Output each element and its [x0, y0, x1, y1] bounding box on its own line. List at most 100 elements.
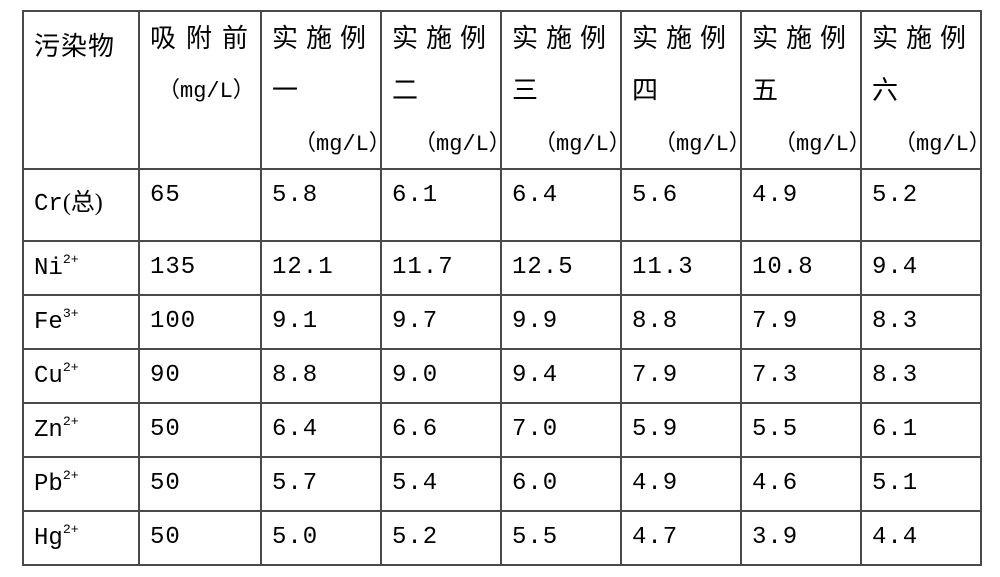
- cell-value: 4.7: [621, 511, 741, 565]
- cell-value: 4.4: [861, 511, 981, 565]
- cell-value: 12.1: [261, 241, 381, 295]
- header-unit: （mg/L）: [872, 125, 980, 157]
- table-row: Pb2+ 50 5.7 5.4 6.0 4.9 4.6 5.1: [23, 457, 981, 511]
- table-row: Ni2+ 135 12.1 11.7 12.5 11.3 10.8 9.4: [23, 241, 981, 295]
- table-row: Cr(总) 65 5.8 6.1 6.4 5.6 4.9 5.2: [23, 169, 981, 241]
- col-header-ex2: 实施例 二 （mg/L）: [381, 11, 501, 169]
- cell-value: 7.9: [621, 349, 741, 403]
- cell-value: 8.3: [861, 349, 981, 403]
- cell-value: 5.0: [261, 511, 381, 565]
- cell-value: 5.5: [501, 511, 621, 565]
- col-header-before: 吸附前 （mg/L）: [139, 11, 261, 169]
- cell-value: 5.6: [621, 169, 741, 241]
- cell-value: 6.4: [261, 403, 381, 457]
- header-unit: （mg/L）: [752, 125, 860, 157]
- header-text: 实施例: [512, 26, 620, 52]
- chem-symbol: Ni: [34, 255, 63, 282]
- chem-sup: 2+: [63, 468, 79, 483]
- header-unit: （mg/L）: [512, 125, 620, 157]
- header-mid: 三: [512, 70, 620, 107]
- cell-value: 135: [139, 241, 261, 295]
- table-row: Zn2+ 50 6.4 6.6 7.0 5.9 5.5 6.1: [23, 403, 981, 457]
- header-unit: （mg/L）: [272, 125, 380, 157]
- header-mid: 二: [392, 70, 500, 107]
- cell-value: 12.5: [501, 241, 621, 295]
- row-label: Cu2+: [23, 349, 139, 403]
- header-text: 实施例: [872, 26, 980, 52]
- cell-value: 5.4: [381, 457, 501, 511]
- table-row: Cu2+ 90 8.8 9.0 9.4 7.9 7.3 8.3: [23, 349, 981, 403]
- chem-symbol: Zn: [34, 417, 63, 444]
- chem-sup: 2+: [63, 252, 79, 267]
- table-header-row: 污染物 吸附前 （mg/L） 实施例 一 （mg/L） 实施例 二 （mg/L）…: [23, 11, 981, 169]
- chem-symbol: Cu: [34, 363, 63, 390]
- chem-sup: 2+: [63, 414, 79, 429]
- row-label: Cr(总): [23, 169, 139, 241]
- cell-value: 6.6: [381, 403, 501, 457]
- adsorption-data-table: 污染物 吸附前 （mg/L） 实施例 一 （mg/L） 实施例 二 （mg/L）…: [22, 10, 982, 566]
- cell-value: 6.0: [501, 457, 621, 511]
- header-text: 实施例: [392, 26, 500, 52]
- col-header-ex4: 实施例 四 （mg/L）: [621, 11, 741, 169]
- cell-value: 10.8: [741, 241, 861, 295]
- cell-value: 5.2: [381, 511, 501, 565]
- cell-value: 5.8: [261, 169, 381, 241]
- header-unit: （mg/L）: [150, 72, 260, 104]
- row-label: Ni2+: [23, 241, 139, 295]
- cell-value: 9.1: [261, 295, 381, 349]
- chem-symbol: Hg: [34, 525, 63, 552]
- cell-value: 100: [139, 295, 261, 349]
- col-header-ex6: 实施例 六 （mg/L）: [861, 11, 981, 169]
- cell-value: 3.9: [741, 511, 861, 565]
- chem-sup: 3+: [63, 306, 79, 321]
- cell-value: 11.7: [381, 241, 501, 295]
- cell-value: 6.1: [381, 169, 501, 241]
- chem-symbol: Cr: [34, 191, 63, 218]
- col-header-ex1: 实施例 一 （mg/L）: [261, 11, 381, 169]
- header-mid: 一: [272, 70, 380, 107]
- chem-symbol: Fe: [34, 309, 63, 336]
- cell-value: 8.8: [621, 295, 741, 349]
- cell-value: 9.7: [381, 295, 501, 349]
- cell-value: 8.3: [861, 295, 981, 349]
- cell-value: 5.9: [621, 403, 741, 457]
- cell-value: 4.9: [741, 169, 861, 241]
- header-unit: （mg/L）: [632, 125, 740, 157]
- cell-value: 7.0: [501, 403, 621, 457]
- col-header-pollutant: 污染物: [23, 11, 139, 169]
- cell-value: 8.8: [261, 349, 381, 403]
- row-label: Fe3+: [23, 295, 139, 349]
- table-row: Hg2+ 50 5.0 5.2 5.5 4.7 3.9 4.4: [23, 511, 981, 565]
- header-text: 吸附前: [150, 26, 260, 52]
- header-text: 污染物: [34, 26, 138, 63]
- cell-value: 4.6: [741, 457, 861, 511]
- cell-value: 65: [139, 169, 261, 241]
- cell-value: 50: [139, 511, 261, 565]
- cell-value: 90: [139, 349, 261, 403]
- chem-symbol: Pb: [34, 471, 63, 498]
- cell-value: 6.1: [861, 403, 981, 457]
- cell-value: 4.9: [621, 457, 741, 511]
- cell-value: 50: [139, 457, 261, 511]
- header-mid: 六: [872, 70, 980, 107]
- row-label: Pb2+: [23, 457, 139, 511]
- cell-value: 9.4: [501, 349, 621, 403]
- cell-value: 5.2: [861, 169, 981, 241]
- cell-value: 7.9: [741, 295, 861, 349]
- chem-sup: 2+: [63, 522, 79, 537]
- cell-value: 11.3: [621, 241, 741, 295]
- chem-extra: (总): [63, 190, 103, 216]
- cell-value: 9.4: [861, 241, 981, 295]
- header-text: 实施例: [632, 26, 740, 52]
- cell-value: 6.4: [501, 169, 621, 241]
- cell-value: 5.7: [261, 457, 381, 511]
- cell-value: 50: [139, 403, 261, 457]
- row-label: Zn2+: [23, 403, 139, 457]
- header-text: 实施例: [752, 26, 860, 52]
- cell-value: 5.1: [861, 457, 981, 511]
- header-mid: 五: [752, 70, 860, 107]
- cell-value: 5.5: [741, 403, 861, 457]
- cell-value: 9.9: [501, 295, 621, 349]
- row-label: Hg2+: [23, 511, 139, 565]
- cell-value: 9.0: [381, 349, 501, 403]
